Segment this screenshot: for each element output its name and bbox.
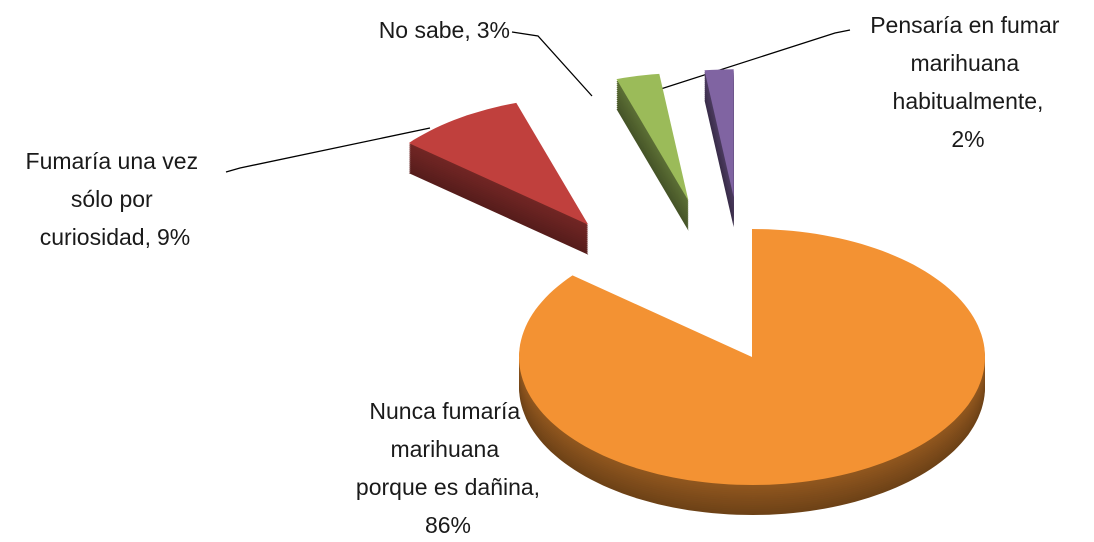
value-label: 9% [157,224,190,250]
value-label: 3% [477,17,510,43]
slice [519,229,985,485]
data-label: Pensaría en fumar marihuana habitualment… [870,12,1066,114]
value-label: 86% [425,512,471,538]
leader-line [511,31,593,97]
labels: Nunca fumaría marihuana porque es dañina… [26,12,1066,538]
leader-line [225,127,431,173]
pie [408,69,985,515]
data-label: Fumaría una vez sólo por curiosidad, [26,148,205,250]
data-label: No sabe, [379,17,471,43]
slice [408,102,589,225]
slice [616,73,689,201]
value-label: 2% [951,126,984,152]
leader-line [641,29,851,96]
data-label: Nunca fumaría marihuana porque es dañina… [356,398,540,500]
slice [704,69,734,198]
